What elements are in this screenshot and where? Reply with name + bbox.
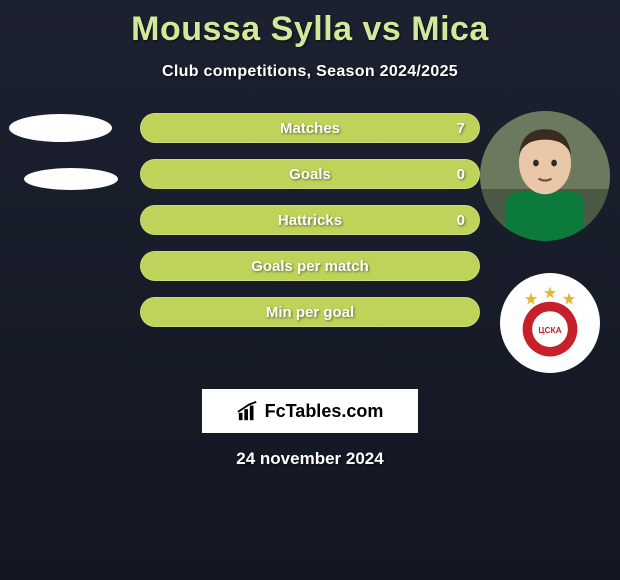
player-avatar-icon	[480, 111, 610, 241]
stat-bar-label: Matches	[280, 120, 340, 137]
stat-bar-label: Min per goal	[266, 304, 354, 321]
stat-bar-value: 7	[457, 120, 465, 137]
stat-bar-label: Goals	[289, 166, 331, 183]
stat-bar: Min per goal	[140, 297, 480, 327]
right-player-photo	[480, 111, 610, 241]
branding-text: FcTables.com	[265, 401, 384, 422]
stat-bar-label: Goals per match	[251, 258, 369, 275]
right-club-logo: ЦСКА	[500, 273, 600, 373]
stat-bar: Goals 0	[140, 159, 480, 189]
branding-badge: FcTables.com	[202, 389, 418, 433]
stat-bar: Goals per match	[140, 251, 480, 281]
date-label: 24 november 2024	[0, 449, 620, 469]
left-player-shape-2	[24, 168, 118, 190]
stat-bar-value: 0	[457, 212, 465, 229]
stat-bar-label: Hattricks	[278, 212, 342, 229]
comparison-area: ЦСКА Matches 7 Goals 0 Hattricks 0 Goals per m…	[0, 111, 620, 371]
stat-bars: Matches 7 Goals 0 Hattricks 0 Goals per match M…	[140, 113, 480, 343]
stat-bar-value: 0	[457, 166, 465, 183]
left-player-shape-1	[9, 114, 112, 142]
page-subtitle: Club competitions, Season 2024/2025	[0, 63, 620, 81]
stat-bar: Matches 7	[140, 113, 480, 143]
page-title: Moussa Sylla vs Mica	[0, 0, 620, 49]
club-crest-icon: ЦСКА	[512, 285, 588, 361]
stat-bar: Hattricks 0	[140, 205, 480, 235]
bars-chart-icon	[237, 400, 259, 422]
club-logo-text: ЦСКА	[538, 325, 561, 335]
